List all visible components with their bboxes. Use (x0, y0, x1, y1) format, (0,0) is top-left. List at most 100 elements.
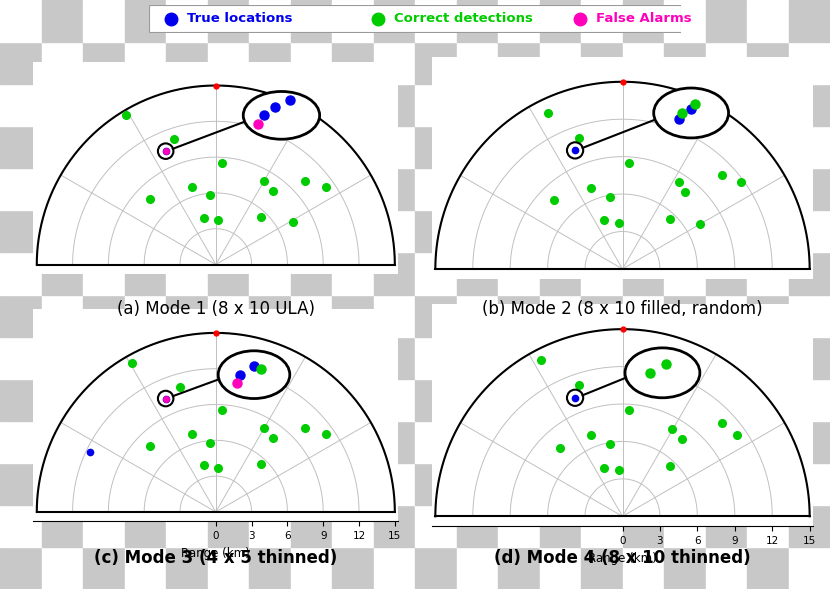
Bar (166, 210, 208, 253)
Bar (747, 379, 788, 421)
Bar (332, 84, 374, 126)
Bar (747, 126, 788, 168)
Bar (415, 421, 457, 463)
Bar (332, 210, 374, 253)
Bar (124, 126, 166, 168)
Ellipse shape (625, 348, 700, 398)
Bar (457, 421, 498, 463)
Bar (290, 421, 332, 463)
Bar (581, 505, 622, 547)
Bar (249, 253, 290, 294)
Bar (124, 210, 166, 253)
Bar (166, 379, 208, 421)
Text: Correct detections: Correct detections (393, 12, 533, 25)
Bar (540, 253, 581, 294)
Bar (83, 210, 124, 253)
Bar (788, 421, 830, 463)
Bar (540, 210, 581, 253)
Bar (788, 336, 830, 379)
Bar (747, 168, 788, 210)
Bar (788, 505, 830, 547)
Bar (42, 84, 83, 126)
Bar (747, 210, 788, 253)
Bar (332, 336, 374, 379)
Bar (581, 84, 622, 126)
Bar (374, 253, 415, 294)
Bar (0, 379, 42, 421)
Bar (581, 547, 622, 589)
Bar (290, 42, 332, 84)
Bar (498, 126, 540, 168)
Bar (166, 421, 208, 463)
Bar (249, 505, 290, 547)
Bar (208, 0, 249, 42)
Bar (415, 336, 457, 379)
Bar (457, 168, 498, 210)
Bar (581, 336, 622, 379)
Bar (374, 168, 415, 210)
Bar (166, 505, 208, 547)
Bar (249, 294, 290, 336)
Text: (b) Mode 2 (8 x 10 filled, random): (b) Mode 2 (8 x 10 filled, random) (482, 300, 763, 318)
Bar (208, 463, 249, 505)
Bar (0, 210, 42, 253)
FancyBboxPatch shape (149, 5, 681, 32)
Bar (332, 168, 374, 210)
Bar (166, 336, 208, 379)
Bar (788, 547, 830, 589)
Bar (0, 336, 42, 379)
Bar (706, 42, 747, 84)
X-axis label: Range (km): Range (km) (588, 551, 657, 565)
Bar (332, 0, 374, 42)
Bar (498, 0, 540, 42)
Bar (457, 126, 498, 168)
Bar (540, 505, 581, 547)
Bar (581, 42, 622, 84)
Bar (0, 463, 42, 505)
Bar (0, 42, 42, 84)
Ellipse shape (218, 351, 290, 399)
Bar (747, 84, 788, 126)
Bar (664, 253, 706, 294)
Bar (124, 379, 166, 421)
Bar (747, 421, 788, 463)
Bar (249, 379, 290, 421)
Bar (747, 336, 788, 379)
Bar (0, 253, 42, 294)
Bar (374, 126, 415, 168)
Bar (622, 42, 664, 84)
Bar (124, 421, 166, 463)
Bar (0, 168, 42, 210)
Bar (581, 463, 622, 505)
Bar (581, 168, 622, 210)
Bar (374, 379, 415, 421)
Bar (290, 294, 332, 336)
Bar (249, 84, 290, 126)
Bar (622, 210, 664, 253)
Bar (706, 84, 747, 126)
Bar (498, 168, 540, 210)
Bar (788, 42, 830, 84)
Bar (332, 505, 374, 547)
Bar (622, 168, 664, 210)
Bar (581, 126, 622, 168)
Bar (622, 379, 664, 421)
Bar (540, 421, 581, 463)
Bar (622, 126, 664, 168)
Bar (457, 336, 498, 379)
Bar (42, 505, 83, 547)
Bar (374, 336, 415, 379)
Bar (457, 210, 498, 253)
Bar (83, 505, 124, 547)
Bar (332, 126, 374, 168)
Bar (415, 0, 457, 42)
Bar (581, 253, 622, 294)
Bar (166, 126, 208, 168)
Bar (332, 294, 374, 336)
Bar (124, 0, 166, 42)
Bar (166, 168, 208, 210)
Bar (42, 253, 83, 294)
Bar (664, 84, 706, 126)
Bar (664, 0, 706, 42)
Bar (622, 294, 664, 336)
